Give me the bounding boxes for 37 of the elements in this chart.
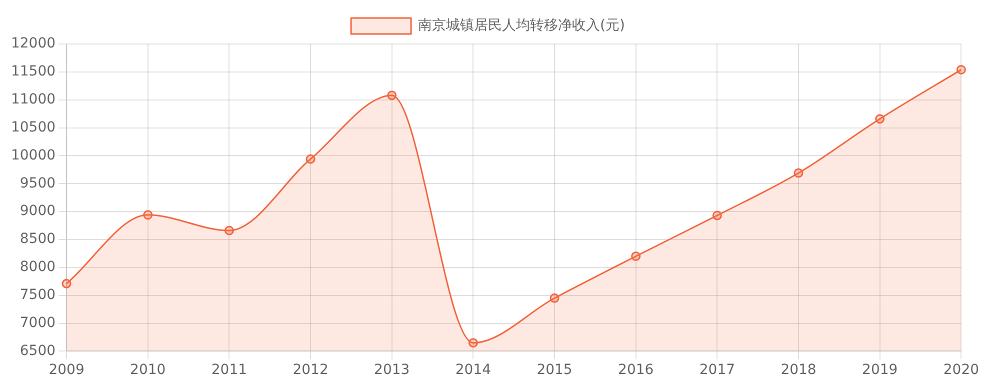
point (143, 210, 153, 220)
y-tick-label: 8500 (20, 231, 56, 248)
point (875, 114, 885, 124)
point (631, 252, 641, 261)
x-tick-label: 2019 (862, 362, 898, 378)
y-tick-label: 11500 (10, 64, 56, 80)
point (468, 338, 478, 348)
point (387, 90, 397, 100)
x-tick-label: 2009 (48, 362, 84, 378)
x-tick-label: 2020 (943, 362, 980, 378)
x-tick-label: 2015 (536, 362, 572, 378)
point (956, 64, 966, 74)
point (712, 210, 722, 220)
x-tick-label: 2017 (699, 362, 736, 378)
x-tick-label: 2013 (374, 362, 410, 378)
y-tick-label: 8000 (20, 259, 56, 276)
point (550, 293, 560, 303)
y-tick-label: 6500 (20, 342, 56, 359)
point (794, 168, 804, 178)
point (62, 278, 72, 288)
legend-label: 南京城镇居民人均转移净收入(元) (418, 18, 625, 34)
y-tick-label: 9500 (20, 175, 56, 192)
x-tick-label: 2014 (455, 362, 492, 378)
point (306, 154, 316, 164)
x-tick-label: 2011 (211, 362, 248, 378)
y-tick-label: 10000 (10, 147, 56, 164)
x-tick-label: 2016 (618, 362, 654, 378)
y-tick-label: 10500 (10, 119, 56, 136)
y-tick-label: 7500 (20, 286, 56, 303)
x-tick-label: 2012 (292, 362, 328, 378)
y-tick-label: 12000 (10, 36, 56, 52)
y-tick-label: 9000 (20, 203, 56, 220)
x-tick-label: 2010 (130, 362, 166, 378)
x-tick-label: 2018 (780, 362, 816, 378)
y-tick-label: 7000 (20, 314, 56, 331)
point (224, 226, 234, 236)
y-tick-label: 11000 (10, 91, 56, 108)
